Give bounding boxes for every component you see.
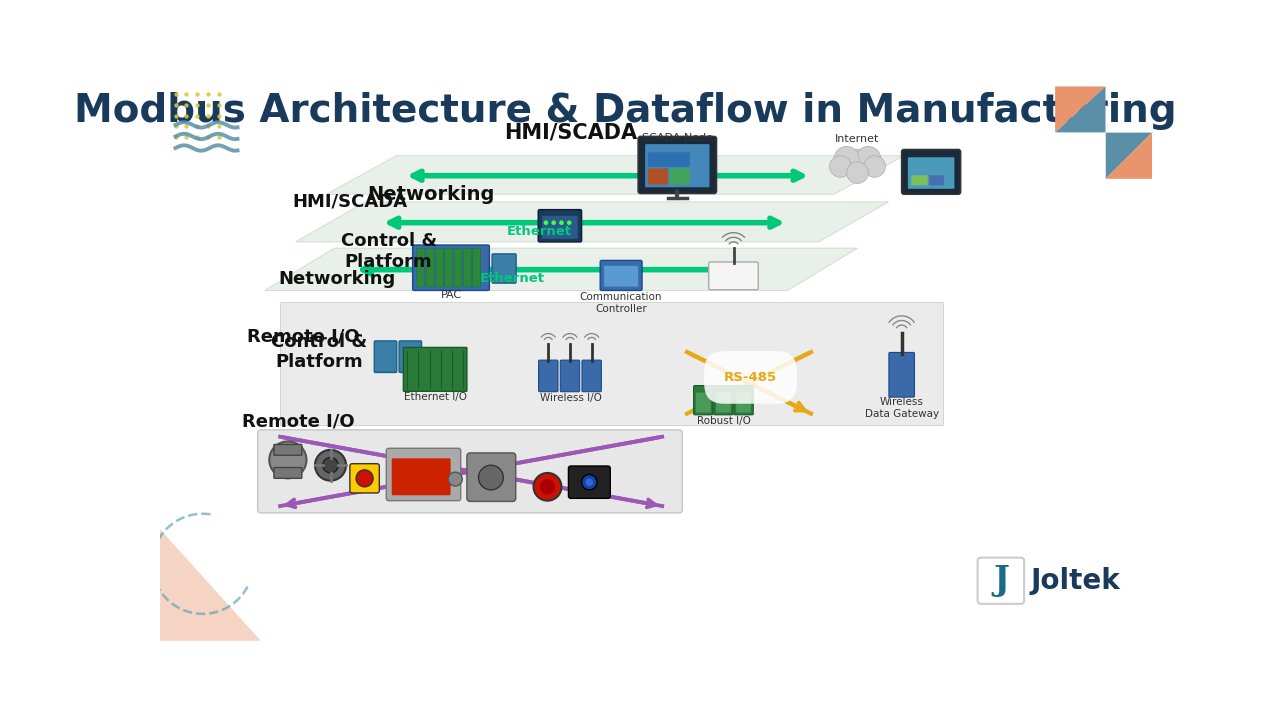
FancyBboxPatch shape xyxy=(257,430,682,513)
FancyBboxPatch shape xyxy=(426,248,434,287)
FancyBboxPatch shape xyxy=(539,360,558,392)
FancyBboxPatch shape xyxy=(733,385,753,415)
FancyBboxPatch shape xyxy=(908,157,955,189)
Circle shape xyxy=(846,162,868,184)
FancyBboxPatch shape xyxy=(669,168,690,184)
Text: Modbus Architecture & Dataflow in Manufacturing: Modbus Architecture & Dataflow in Manufa… xyxy=(74,92,1176,130)
Circle shape xyxy=(552,220,556,225)
Text: Ethernet: Ethernet xyxy=(480,272,545,285)
FancyBboxPatch shape xyxy=(888,352,914,397)
FancyBboxPatch shape xyxy=(274,444,302,455)
Text: Networking: Networking xyxy=(367,185,495,204)
Circle shape xyxy=(844,150,872,177)
FancyBboxPatch shape xyxy=(349,464,379,493)
Polygon shape xyxy=(1106,132,1152,179)
Polygon shape xyxy=(326,156,904,194)
FancyBboxPatch shape xyxy=(648,152,690,167)
Circle shape xyxy=(835,146,859,171)
Circle shape xyxy=(544,220,548,225)
Text: Ethernet I/O: Ethernet I/O xyxy=(403,392,467,402)
Text: Remote I/O: Remote I/O xyxy=(247,328,360,346)
Circle shape xyxy=(567,220,572,225)
FancyBboxPatch shape xyxy=(736,392,751,413)
FancyBboxPatch shape xyxy=(403,348,467,391)
Text: RS-485: RS-485 xyxy=(724,371,777,384)
Text: SCADA Node: SCADA Node xyxy=(643,132,713,143)
Text: PAC: PAC xyxy=(440,290,462,300)
Circle shape xyxy=(856,146,881,171)
Polygon shape xyxy=(160,529,261,641)
FancyBboxPatch shape xyxy=(694,385,713,415)
Polygon shape xyxy=(296,202,888,242)
FancyBboxPatch shape xyxy=(696,392,710,413)
Circle shape xyxy=(479,465,503,490)
Circle shape xyxy=(315,450,346,481)
Circle shape xyxy=(323,457,338,473)
Circle shape xyxy=(540,479,556,495)
Text: Ethernet: Ethernet xyxy=(507,225,572,238)
FancyBboxPatch shape xyxy=(467,453,516,501)
FancyBboxPatch shape xyxy=(978,557,1024,604)
Text: Wireless I/O: Wireless I/O xyxy=(540,393,602,403)
FancyBboxPatch shape xyxy=(645,144,709,187)
FancyBboxPatch shape xyxy=(417,248,425,287)
FancyBboxPatch shape xyxy=(929,176,943,185)
Polygon shape xyxy=(1106,132,1152,179)
Text: HMI/SCADA: HMI/SCADA xyxy=(504,122,637,143)
Text: Joltek: Joltek xyxy=(1030,567,1120,595)
FancyBboxPatch shape xyxy=(714,385,733,415)
Circle shape xyxy=(864,156,886,177)
Circle shape xyxy=(534,473,562,500)
Text: Internet: Internet xyxy=(836,134,879,144)
FancyBboxPatch shape xyxy=(392,459,451,495)
FancyBboxPatch shape xyxy=(454,248,462,287)
FancyBboxPatch shape xyxy=(412,245,489,290)
Text: Control &
Platform: Control & Platform xyxy=(271,333,367,372)
Polygon shape xyxy=(265,248,858,290)
Circle shape xyxy=(585,478,593,486)
Text: Communication
Controller: Communication Controller xyxy=(580,292,662,314)
Polygon shape xyxy=(1055,86,1106,132)
Text: J: J xyxy=(993,564,1009,598)
FancyBboxPatch shape xyxy=(582,360,602,392)
Text: HMI/SCADA: HMI/SCADA xyxy=(292,193,407,211)
Text: Wireless
Data Gateway: Wireless Data Gateway xyxy=(864,397,938,419)
Text: Networking: Networking xyxy=(278,270,396,288)
FancyBboxPatch shape xyxy=(472,248,480,287)
Circle shape xyxy=(356,470,374,487)
FancyBboxPatch shape xyxy=(911,176,928,185)
Text: Control &
Platform: Control & Platform xyxy=(340,232,436,271)
FancyBboxPatch shape xyxy=(568,466,611,498)
Polygon shape xyxy=(280,302,943,426)
Text: Remote I/O: Remote I/O xyxy=(242,413,355,431)
FancyBboxPatch shape xyxy=(709,262,758,289)
Circle shape xyxy=(829,156,851,177)
FancyBboxPatch shape xyxy=(399,341,421,372)
Circle shape xyxy=(448,472,462,486)
FancyBboxPatch shape xyxy=(538,210,581,242)
FancyBboxPatch shape xyxy=(374,341,397,372)
FancyBboxPatch shape xyxy=(492,254,516,283)
Polygon shape xyxy=(1055,86,1106,132)
Polygon shape xyxy=(1055,132,1106,179)
FancyBboxPatch shape xyxy=(648,168,668,184)
Text: Robust I/O: Robust I/O xyxy=(698,416,751,426)
Circle shape xyxy=(269,441,306,478)
FancyBboxPatch shape xyxy=(901,150,960,194)
FancyBboxPatch shape xyxy=(463,248,471,287)
FancyBboxPatch shape xyxy=(445,248,453,287)
FancyBboxPatch shape xyxy=(639,137,717,194)
FancyBboxPatch shape xyxy=(561,360,580,392)
FancyBboxPatch shape xyxy=(387,449,461,500)
Circle shape xyxy=(581,474,596,490)
FancyBboxPatch shape xyxy=(604,266,639,287)
FancyBboxPatch shape xyxy=(541,216,577,239)
FancyBboxPatch shape xyxy=(435,248,443,287)
Polygon shape xyxy=(1055,132,1106,179)
FancyBboxPatch shape xyxy=(600,261,643,290)
Circle shape xyxy=(559,220,563,225)
FancyBboxPatch shape xyxy=(274,467,302,478)
FancyBboxPatch shape xyxy=(716,392,731,413)
